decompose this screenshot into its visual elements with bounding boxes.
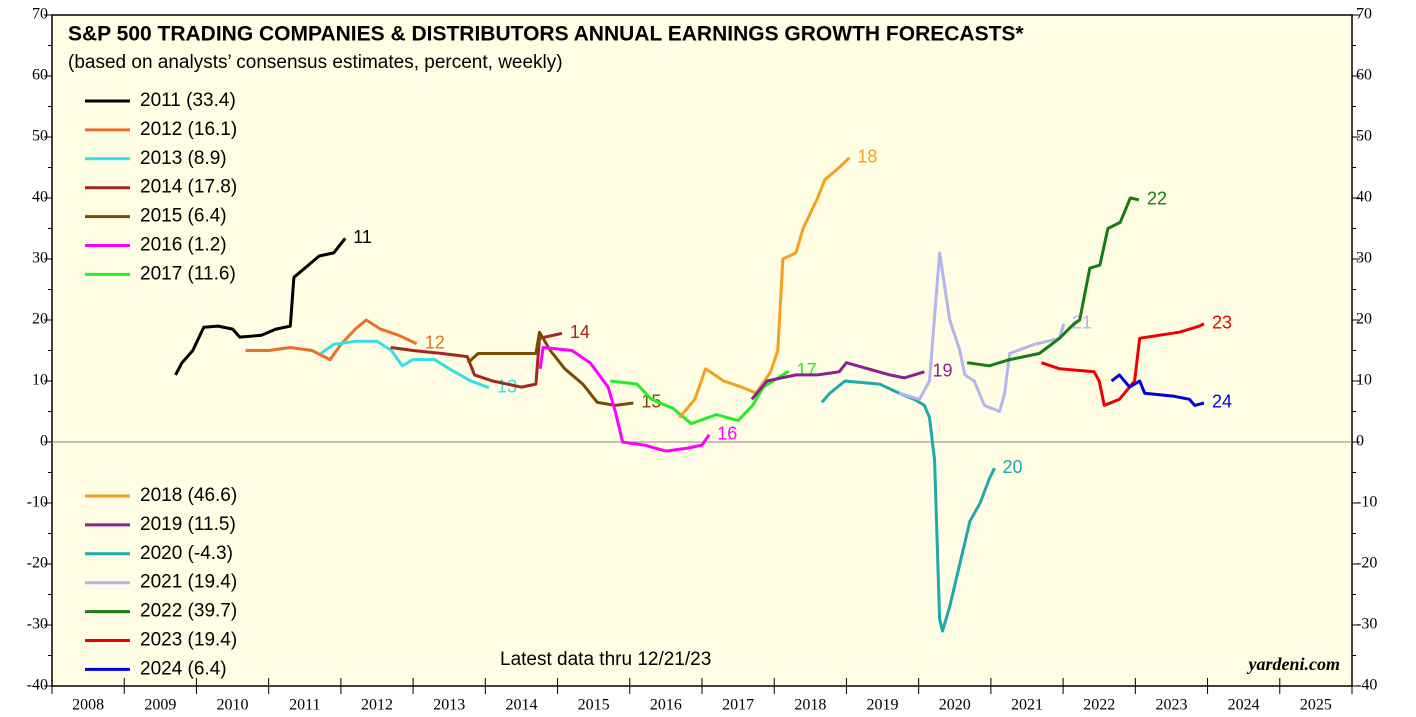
legend-label: 2022 (39.7)	[140, 601, 237, 622]
legend-label: 2016 (1.2)	[140, 235, 227, 256]
y-tick-label: -20	[27, 555, 48, 572]
y2-tick-label: -10	[1356, 494, 1377, 511]
x-tick-label: 2021	[1011, 697, 1043, 714]
x-tick-label: 2013	[433, 697, 465, 714]
y2-tick-label: -20	[1356, 555, 1377, 572]
legend-label: 2024 (6.4)	[140, 658, 227, 679]
y2-tick-label: 10	[1356, 372, 1372, 389]
end-label: 17	[797, 360, 817, 380]
y-tick-label: 30	[32, 250, 48, 267]
end-label: 11	[353, 227, 372, 247]
end-label: 19	[932, 361, 952, 381]
x-tick-label: 2008	[72, 697, 104, 714]
legend-label: 2011 (33.4)	[140, 90, 236, 111]
x-tick-label: 2009	[144, 697, 176, 714]
end-label: 23	[1212, 312, 1232, 332]
y-tick-label: -10	[27, 494, 48, 511]
y-tick-label: 0	[40, 433, 48, 450]
x-tick-label: 2016	[650, 697, 682, 714]
y-tick-label: 50	[32, 128, 48, 145]
x-tick-label: 2022	[1083, 697, 1115, 714]
series-line	[610, 369, 790, 426]
y-tick-label: -30	[27, 616, 48, 633]
series-line	[750, 361, 925, 401]
legend-label: 2018 (46.6)	[140, 485, 237, 506]
legend-label: 2015 (6.4)	[140, 206, 227, 227]
series-line	[1110, 373, 1205, 407]
end-label: 16	[717, 423, 737, 443]
x-tick-label: 2017	[722, 697, 754, 714]
legend-label: 2013 (8.9)	[140, 148, 227, 169]
y-tick-label: 60	[32, 67, 48, 84]
end-label: 21	[1072, 312, 1092, 332]
y2-tick-label: -30	[1356, 616, 1377, 633]
y-tick-label: 40	[32, 189, 48, 206]
series-line	[174, 237, 347, 376]
y2-tick-label: 20	[1356, 311, 1372, 328]
series-line	[1040, 322, 1205, 407]
x-tick-label: 2015	[578, 697, 610, 714]
x-tick-label: 2023	[1155, 697, 1187, 714]
series-line	[390, 331, 563, 389]
legend-label: 2017 (11.6)	[140, 263, 236, 284]
x-tick-label: 2020	[939, 697, 971, 714]
x-tick-label: 2011	[289, 697, 320, 714]
source: yardeni.com	[1247, 654, 1341, 674]
end-label: 14	[570, 322, 590, 342]
x-tick-label: 2014	[505, 697, 537, 714]
x-tick-label: 2012	[361, 697, 393, 714]
legend-label: 2020 (-4.3)	[140, 543, 233, 564]
y-tick-label: 20	[32, 311, 48, 328]
y-tick-label: 70	[32, 6, 48, 23]
series-line	[538, 346, 711, 453]
y2-tick-label: 70	[1356, 6, 1372, 23]
chart-title: S&P 500 TRADING COMPANIES & DISTRIBUTORS…	[68, 23, 1024, 46]
chart-subtitle: (based on analysts’ consensus estimates,…	[68, 52, 563, 73]
end-label: 24	[1212, 392, 1232, 412]
series-line	[898, 251, 1066, 413]
x-tick-label: 2018	[794, 697, 826, 714]
series-line	[820, 379, 996, 633]
legend-label: 2019 (11.5)	[140, 514, 236, 535]
end-label: 18	[857, 146, 877, 166]
legend-label: 2014 (17.8)	[140, 177, 237, 198]
x-tick-label: 2010	[217, 697, 249, 714]
series-line	[678, 156, 851, 419]
legend-label: 2012 (16.1)	[140, 119, 237, 140]
legend-label: 2023 (19.4)	[140, 630, 237, 651]
annotation: Latest data thru 12/21/23	[500, 649, 711, 670]
y2-tick-label: 40	[1356, 189, 1372, 206]
y-tick-label: -40	[27, 677, 48, 694]
end-label: 15	[641, 392, 661, 412]
end-label: 22	[1147, 189, 1167, 209]
y2-tick-label: -40	[1356, 677, 1377, 694]
y2-tick-label: 0	[1356, 433, 1364, 450]
series-line	[466, 330, 634, 407]
series-line	[966, 196, 1140, 368]
x-tick-label: 2024	[1228, 697, 1260, 714]
end-label: 20	[1003, 457, 1023, 477]
x-tick-label: 2025	[1300, 697, 1332, 714]
end-label: 12	[425, 333, 445, 353]
y2-tick-label: 60	[1356, 67, 1372, 84]
series-line	[319, 339, 490, 390]
y-tick-label: 10	[32, 372, 48, 389]
legend-label: 2021 (19.4)	[140, 572, 237, 593]
x-tick-label: 2019	[867, 697, 899, 714]
y2-tick-label: 30	[1356, 250, 1372, 267]
y2-tick-label: 50	[1356, 128, 1372, 145]
